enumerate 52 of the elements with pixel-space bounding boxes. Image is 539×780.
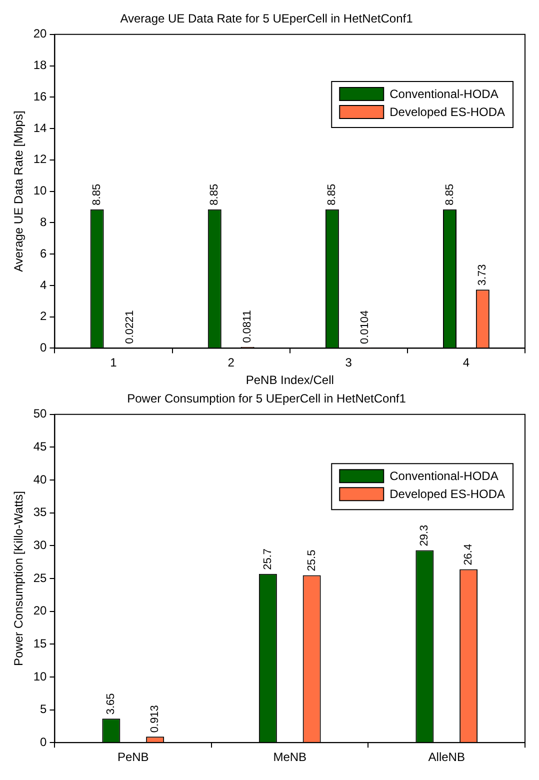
y-axis-title: Power Consumption [Killo-Watts] (12, 491, 26, 666)
y-tick-label: 2 (40, 309, 48, 324)
data-label: 25.5 (306, 550, 318, 572)
legend-label: Developed ES-HODA (390, 104, 506, 119)
x-axis-title: PeNB Index/Cell (246, 373, 334, 388)
x-tick-label: PeNB (117, 750, 149, 764)
y-tick-label: 4 (40, 278, 48, 292)
data-label: 25.7 (262, 548, 274, 570)
y-tick-label: 20 (33, 26, 48, 41)
y-axis-title: Average UE Data Rate [Mbps] (12, 110, 26, 272)
data-label: 29.3 (418, 524, 431, 546)
y-tick-label: 0 (40, 340, 48, 355)
x-tick-label: 4 (462, 356, 470, 370)
y-tick-label: 16 (33, 89, 48, 104)
y-tick-label: 25 (33, 570, 48, 585)
y-tick-label: 0 (40, 734, 48, 749)
x-tick-label: AlleNB (428, 750, 465, 764)
data-label: 8.85 (91, 184, 104, 206)
y-tick-label: 14 (33, 120, 48, 135)
data-label: 3.65 (105, 693, 118, 715)
x-tick-label: 2 (228, 356, 235, 370)
x-tick-label: 1 (110, 356, 118, 370)
y-tick-label: 6 (40, 246, 48, 260)
y-tick-label: 35 (33, 505, 48, 520)
chart-title: Power Consumption for 5 UEperCell in HetNetConf1 (127, 392, 406, 406)
y-tick-label: 30 (33, 538, 48, 552)
data-label: 8.85 (444, 184, 456, 206)
data-label: 0.0811 (242, 310, 254, 343)
y-tick-label: 10 (33, 184, 48, 198)
data-label: 0.913 (149, 705, 162, 733)
data-label: 0.0221 (124, 310, 136, 344)
y-tick-label: 20 (33, 604, 48, 618)
data-label: 3.73 (476, 264, 489, 286)
data-label: 8.85 (326, 184, 338, 206)
y-tick-label: 8 (40, 214, 48, 229)
legend-label: Conventional-HODA (390, 468, 498, 483)
data-label: 8.85 (208, 184, 221, 206)
y-tick-label: 12 (33, 152, 48, 166)
y-tick-label: 10 (33, 669, 48, 684)
y-tick-label: 50 (33, 406, 48, 421)
y-tick-label: 15 (33, 636, 48, 650)
y-tick-label: 5 (40, 702, 48, 716)
y-tick-label: 40 (33, 472, 48, 486)
legend-label: Developed ES-HODA (390, 486, 506, 501)
legend-label: Conventional-HODA (390, 86, 498, 101)
chart-title: Average UE Data Rate for 5 UEperCell in HetNetConf1 (120, 12, 414, 26)
data-label: 26.4 (462, 544, 475, 566)
y-tick-label: 45 (33, 440, 48, 454)
x-tick-label: MeNB (273, 750, 307, 764)
y-tick-label: 18 (33, 58, 48, 72)
data-label: 0.0104 (359, 310, 372, 344)
x-tick-label: 3 (345, 356, 352, 370)
